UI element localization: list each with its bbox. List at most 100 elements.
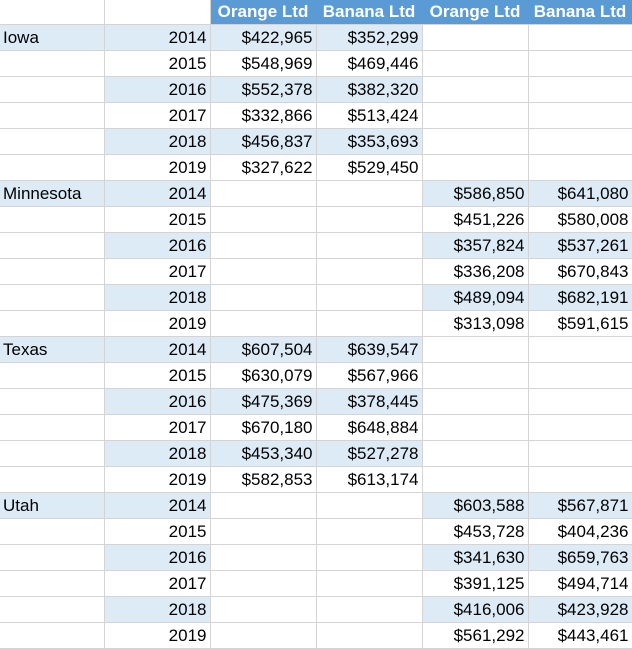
empty-cell[interactable] [422, 23, 529, 51]
empty-cell[interactable] [210, 258, 317, 285]
banana-value-cell[interactable]: $529,450 [316, 154, 423, 181]
banana-value-cell[interactable]: $404,236 [528, 518, 632, 545]
orange-value-cell[interactable]: $489,094 [422, 284, 529, 311]
empty-cell[interactable] [316, 518, 423, 545]
year-cell[interactable]: 2015 [104, 518, 211, 545]
orange-value-cell[interactable]: $336,208 [422, 258, 529, 285]
orange-value-cell[interactable]: $453,728 [422, 518, 529, 545]
empty-cell[interactable] [528, 76, 632, 103]
empty-cell[interactable] [316, 232, 423, 259]
empty-cell[interactable] [316, 284, 423, 311]
empty-cell[interactable] [528, 362, 632, 389]
state-cell[interactable] [0, 128, 105, 155]
header-banana-ltd[interactable]: Banana Ltd [316, 0, 423, 25]
state-cell[interactable] [0, 466, 105, 493]
orange-value-cell[interactable]: $475,369 [210, 388, 317, 415]
orange-value-cell[interactable]: $548,969 [210, 50, 317, 77]
banana-value-cell[interactable]: $537,261 [528, 232, 632, 259]
state-label[interactable]: Iowa [0, 23, 105, 51]
empty-cell[interactable] [210, 622, 317, 649]
orange-value-cell[interactable]: $607,504 [210, 335, 317, 363]
header-banana-ltd-2[interactable]: Banana Ltd [528, 0, 632, 25]
empty-cell[interactable] [528, 440, 632, 467]
empty-cell[interactable] [422, 388, 529, 415]
empty-cell[interactable] [528, 335, 632, 363]
year-cell[interactable]: 2017 [104, 258, 211, 285]
banana-value-cell[interactable]: $378,445 [316, 388, 423, 415]
year-cell[interactable]: 2018 [104, 128, 211, 155]
header-orange-ltd-2[interactable]: Orange Ltd [422, 0, 529, 25]
empty-cell[interactable] [210, 232, 317, 259]
empty-cell[interactable] [316, 622, 423, 649]
year-cell[interactable]: 2017 [104, 102, 211, 129]
banana-value-cell[interactable]: $580,008 [528, 206, 632, 233]
empty-cell[interactable] [528, 23, 632, 51]
empty-cell[interactable] [316, 179, 423, 207]
orange-value-cell[interactable]: $313,098 [422, 310, 529, 337]
empty-cell[interactable] [422, 102, 529, 129]
empty-cell[interactable] [422, 466, 529, 493]
year-cell[interactable]: 2016 [104, 232, 211, 259]
empty-cell[interactable] [528, 102, 632, 129]
banana-value-cell[interactable]: $494,714 [528, 570, 632, 597]
banana-value-cell[interactable]: $659,763 [528, 544, 632, 571]
state-cell[interactable] [0, 310, 105, 337]
state-cell[interactable] [0, 232, 105, 259]
year-cell[interactable]: 2019 [104, 622, 211, 649]
banana-value-cell[interactable]: $682,191 [528, 284, 632, 311]
empty-cell[interactable] [210, 179, 317, 207]
orange-value-cell[interactable]: $630,079 [210, 362, 317, 389]
orange-value-cell[interactable]: $357,824 [422, 232, 529, 259]
empty-cell[interactable] [528, 388, 632, 415]
year-cell[interactable]: 2014 [104, 23, 211, 51]
orange-value-cell[interactable]: $332,866 [210, 102, 317, 129]
state-cell[interactable] [0, 414, 105, 441]
empty-cell[interactable] [316, 310, 423, 337]
banana-value-cell[interactable]: $591,615 [528, 310, 632, 337]
empty-cell[interactable] [316, 206, 423, 233]
banana-value-cell[interactable]: $527,278 [316, 440, 423, 467]
year-cell[interactable]: 2017 [104, 414, 211, 441]
state-cell[interactable] [0, 544, 105, 571]
empty-cell[interactable] [422, 154, 529, 181]
banana-value-cell[interactable]: $469,446 [316, 50, 423, 77]
empty-cell[interactable] [316, 258, 423, 285]
orange-value-cell[interactable]: $561,292 [422, 622, 529, 649]
orange-value-cell[interactable]: $416,006 [422, 596, 529, 623]
year-cell[interactable]: 2014 [104, 491, 211, 519]
orange-value-cell[interactable]: $391,125 [422, 570, 529, 597]
year-cell[interactable]: 2018 [104, 284, 211, 311]
banana-value-cell[interactable]: $423,928 [528, 596, 632, 623]
year-cell[interactable]: 2019 [104, 154, 211, 181]
empty-cell[interactable] [422, 335, 529, 363]
empty-cell[interactable] [316, 596, 423, 623]
orange-value-cell[interactable]: $582,853 [210, 466, 317, 493]
empty-cell[interactable] [210, 596, 317, 623]
empty-cell[interactable] [528, 50, 632, 77]
state-cell[interactable] [0, 440, 105, 467]
state-cell[interactable] [0, 518, 105, 545]
state-cell[interactable] [0, 258, 105, 285]
year-cell[interactable]: 2015 [104, 362, 211, 389]
orange-value-cell[interactable]: $327,622 [210, 154, 317, 181]
state-label[interactable]: Texas [0, 335, 105, 363]
banana-value-cell[interactable]: $353,693 [316, 128, 423, 155]
empty-cell[interactable] [316, 570, 423, 597]
year-cell[interactable]: 2016 [104, 76, 211, 103]
empty-cell[interactable] [316, 544, 423, 571]
year-cell[interactable]: 2019 [104, 310, 211, 337]
state-cell[interactable] [0, 570, 105, 597]
year-cell[interactable]: 2016 [104, 388, 211, 415]
header-orange-ltd[interactable]: Orange Ltd [210, 0, 317, 25]
empty-cell[interactable] [316, 491, 423, 519]
orange-value-cell[interactable]: $456,837 [210, 128, 317, 155]
empty-cell[interactable] [210, 570, 317, 597]
orange-value-cell[interactable]: $586,850 [422, 179, 529, 207]
empty-cell[interactable] [210, 310, 317, 337]
empty-cell[interactable] [422, 440, 529, 467]
empty-cell[interactable] [528, 128, 632, 155]
banana-value-cell[interactable]: $513,424 [316, 102, 423, 129]
banana-value-cell[interactable]: $670,843 [528, 258, 632, 285]
orange-value-cell[interactable]: $451,226 [422, 206, 529, 233]
banana-value-cell[interactable]: $641,080 [528, 179, 632, 207]
